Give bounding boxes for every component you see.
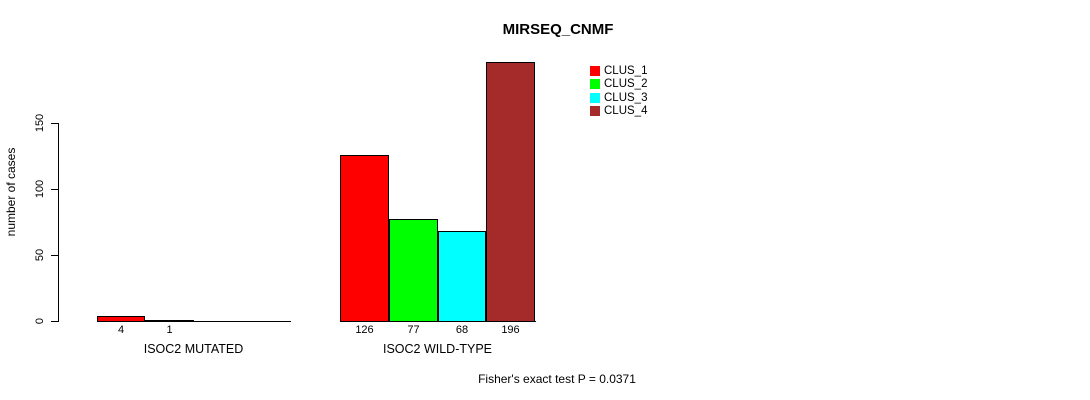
- y-tick: [51, 123, 58, 124]
- bar-value-label: 126: [355, 324, 374, 336]
- legend-swatch-clus_4: [590, 105, 600, 116]
- x-axis-baseline: [97, 321, 291, 322]
- legend-swatch-clus_1: [590, 66, 600, 76]
- chart-title: MIRSEQ_CNMF: [502, 21, 614, 38]
- y-axis-label: number of cases: [4, 147, 18, 237]
- legend-swatch-clus_3: [590, 92, 600, 103]
- bar-clus_4: [486, 62, 535, 322]
- legend-swatch-clus_2: [590, 79, 600, 90]
- y-tick-label: 50: [34, 248, 46, 262]
- group-label: ISOC2 MUTATED: [143, 342, 244, 356]
- y-tick-label: 150: [34, 113, 46, 133]
- bar-value-label: 196: [501, 324, 520, 336]
- bar-clus_1: [97, 316, 145, 322]
- y-tick-label: 0: [34, 317, 46, 325]
- bar-clus_3: [438, 231, 486, 322]
- legend-label-clus_4: CLUS_4: [604, 104, 648, 117]
- y-tick: [51, 255, 58, 256]
- bar-clus_2: [389, 219, 438, 322]
- bar-value-label: 4: [117, 324, 125, 336]
- fisher-test-annotation: Fisher's exact test P = 0.0371: [478, 372, 636, 386]
- bar-value-label: 1: [166, 324, 173, 336]
- y-tick-label: 100: [34, 179, 46, 199]
- group-label: ISOC2 WILD-TYPE: [382, 342, 493, 356]
- legend-label-clus_3: CLUS_3: [604, 91, 648, 104]
- bar-value-label: 68: [455, 324, 469, 336]
- y-tick: [51, 321, 58, 322]
- legend-label-clus_2: CLUS_2: [604, 78, 648, 91]
- legend-label-clus_1: CLUS_1: [604, 65, 648, 77]
- bar-clus_1: [340, 155, 389, 322]
- bar-clus_2: [145, 320, 194, 322]
- bar-value-label: 77: [407, 324, 420, 336]
- y-tick: [51, 189, 58, 190]
- y-axis-line: [58, 123, 59, 322]
